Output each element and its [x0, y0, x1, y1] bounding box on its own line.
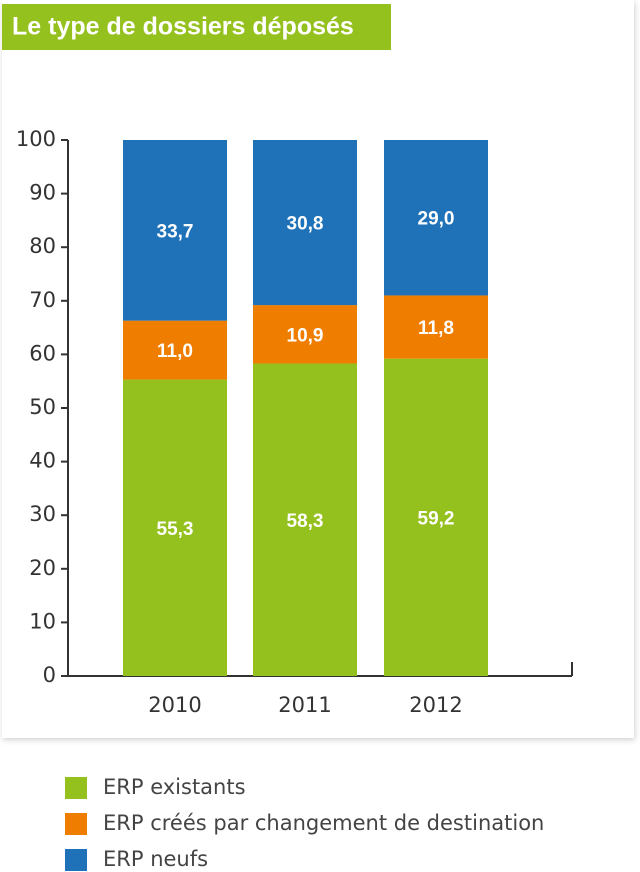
- bar-segment: [384, 140, 488, 296]
- y-tick-label: 30: [29, 502, 56, 526]
- y-tick-label: 100: [16, 127, 56, 151]
- bar-segment: [123, 140, 227, 321]
- legend-swatch: [65, 777, 87, 799]
- y-tick-label: 50: [29, 395, 56, 419]
- value-label: 33,7: [157, 221, 194, 242]
- title-box: [2, 4, 391, 50]
- y-tick-label: 60: [29, 341, 56, 365]
- y-tick-label: 10: [29, 609, 56, 633]
- value-label: 55,3: [157, 519, 194, 540]
- legend-swatch: [65, 813, 87, 835]
- legend-label: ERP créés par changement de destination: [103, 811, 544, 835]
- bar-segment: [123, 379, 227, 676]
- value-label: 10,9: [287, 325, 324, 346]
- value-label: 30,8: [287, 214, 324, 235]
- x-tick-label: 2012: [409, 693, 462, 717]
- value-label: 58,3: [287, 511, 324, 532]
- y-tick-label: 80: [29, 234, 56, 258]
- y-tick-label: 90: [29, 181, 56, 205]
- x-tick-label: 2011: [278, 693, 331, 717]
- value-label: 11,8: [418, 318, 454, 339]
- legend-swatch: [65, 849, 87, 871]
- y-tick-label: 20: [29, 556, 56, 580]
- x-tick-label: 2010: [148, 693, 201, 717]
- y-tick-label: 70: [29, 288, 56, 312]
- chart-title: Le type de dossiers déposés: [12, 13, 354, 41]
- bar-segment: [253, 305, 357, 364]
- bar-segment: [123, 320, 227, 380]
- bar-segment: [253, 140, 357, 306]
- value-label: 11,0: [157, 341, 193, 362]
- bar-segment: [384, 295, 488, 359]
- y-tick-label: 0: [43, 663, 56, 687]
- bar-segment: [384, 358, 488, 676]
- value-label: 59,2: [418, 508, 455, 529]
- value-label: 29,0: [418, 209, 455, 230]
- legend-label: ERP existants: [103, 775, 246, 799]
- y-tick-label: 40: [29, 449, 56, 473]
- legend-label: ERP neufs: [103, 847, 208, 871]
- bar-segment: [253, 363, 357, 676]
